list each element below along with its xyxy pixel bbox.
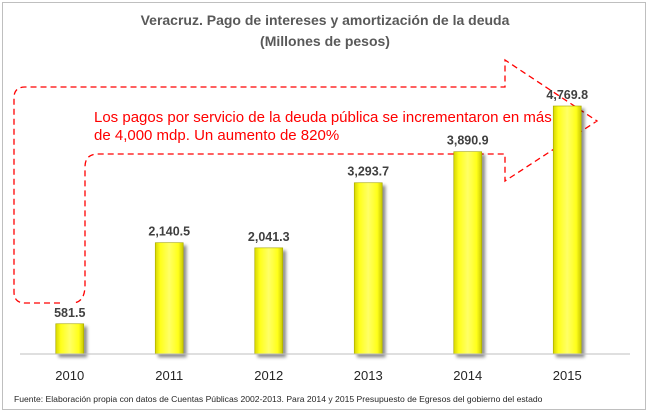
value-labels-group: 581.5 2,140.5 2,041.3 3,293.7 3,890.9 4,769.8: [54, 88, 588, 320]
annotation-line-2: de 4,000 mdp. Un aumento de 820%: [94, 127, 339, 144]
chart-title: Veracruz. Pago de intereses y amortizaci…: [141, 12, 510, 28]
annotation-line-1: Los pagos por servicio de la deuda públi…: [94, 109, 552, 126]
value-label-2013: 3,293.7: [347, 165, 389, 179]
bars-group: [55, 105, 582, 355]
value-label-2011: 2,140.5: [148, 225, 190, 239]
value-label-2015: 4,769.8: [546, 88, 588, 102]
chart-subtitle: (Millones de pesos): [260, 33, 390, 49]
x-tick-2013: 2013: [354, 368, 383, 383]
bar-2012: [254, 247, 284, 355]
x-tick-2011: 2011: [155, 368, 183, 383]
bar-2013: [353, 182, 383, 355]
chart-frame: [2, 2, 646, 410]
source-note: Fuente: Elaboración propia con datos de …: [14, 394, 543, 404]
bar-2011: [154, 242, 184, 355]
bar-2014: [453, 151, 483, 355]
x-ticks-group: 2010 2011 2012 2013 2014 2015: [55, 368, 581, 383]
value-label-2012: 2,041.3: [248, 230, 290, 244]
growth-arrow: [13, 58, 599, 304]
x-tick-2015: 2015: [553, 368, 582, 383]
x-tick-2010: 2010: [55, 368, 84, 383]
value-label-2010: 581.5: [54, 306, 85, 320]
x-tick-2014: 2014: [453, 368, 482, 383]
value-label-2014: 3,890.9: [447, 134, 489, 148]
bar-2010: [55, 323, 85, 355]
bar-2015: [552, 105, 582, 355]
x-tick-2012: 2012: [254, 368, 283, 383]
